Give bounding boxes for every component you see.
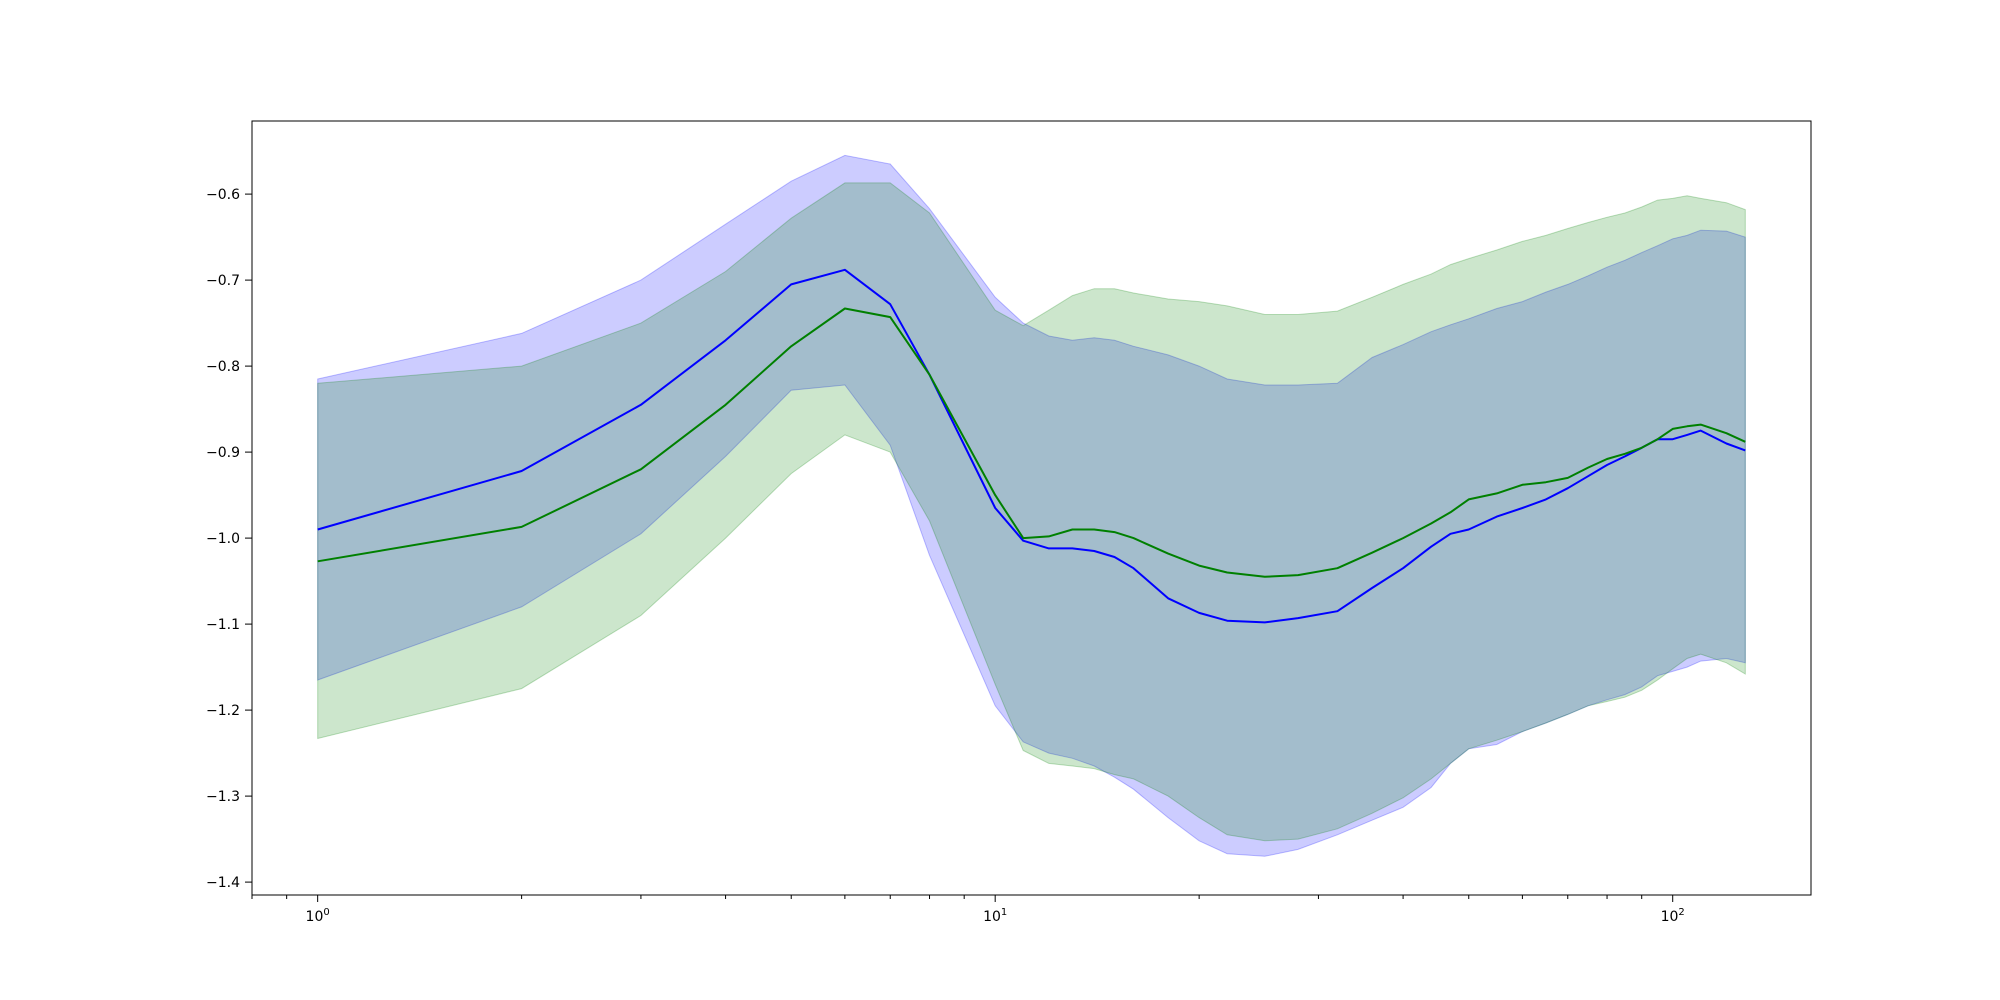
y-tick-label: −1.1 [206,617,240,633]
y-tick-label: −1.0 [206,531,240,547]
series-lines [317,268,1746,624]
series-1-band [317,154,1746,857]
x-axis: 100 101 102 [251,895,1685,925]
y-tick-label: −0.8 [206,359,240,375]
y-tick-label: −0.6 [206,187,240,203]
y-tick-label: −1.3 [206,789,240,805]
y-axis: −0.6 −0.7 −0.8 −0.9 −1.0 −1.1 −1.2 −1.3 −1.4 [206,187,252,891]
y-tick-label: −0.9 [206,445,240,461]
y-tick-label: −1.4 [206,875,240,891]
confidence-bands [317,154,1746,857]
x-tick-label: 100 [306,907,330,925]
y-tick-label: −0.7 [206,273,240,289]
series-2-line [317,307,1746,578]
x-tick-label: 101 [983,907,1007,925]
plot-frame [251,120,1812,896]
series-1-line [317,268,1746,624]
y-tick-label: −1.2 [206,703,240,719]
x-tick-label: 102 [1661,907,1685,925]
series-2-band [317,182,1746,842]
